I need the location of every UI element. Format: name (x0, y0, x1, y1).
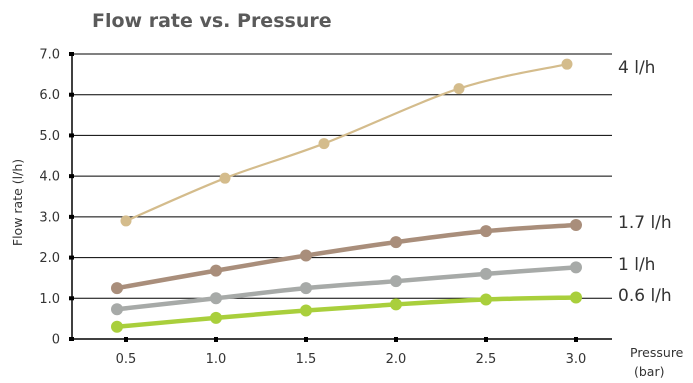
data-point (210, 264, 222, 277)
data-point (219, 172, 231, 184)
data-point (480, 225, 492, 238)
x-tick-mark (574, 337, 578, 342)
x-tick-label: 1.0 (206, 352, 227, 367)
y-tick-label: 5.0 (39, 129, 60, 144)
data-point (210, 292, 222, 305)
data-point (300, 304, 312, 317)
data-point (300, 249, 312, 262)
x-tick-mark (484, 337, 488, 342)
x-tick-label: 1.5 (296, 352, 317, 367)
series-label: 0.6 l/h (618, 286, 672, 306)
y-axis-title: Flow rate (l/h) (10, 159, 25, 246)
series-line (114, 222, 579, 291)
series-line (124, 63, 569, 223)
series-label: 1.7 l/h (618, 213, 672, 233)
chart-title: Flow rate vs. Pressure (92, 10, 332, 32)
y-tick-label: 1.0 (39, 292, 60, 307)
x-axis-title-unit: (bar) (634, 364, 665, 379)
x-tick-label: 2.0 (386, 352, 407, 367)
data-point (300, 282, 312, 295)
series-label: 1 l/h (618, 255, 655, 275)
data-point (561, 58, 573, 70)
data-point (111, 320, 123, 333)
y-tick-label: 4.0 (39, 170, 60, 185)
data-point (453, 83, 465, 95)
series-label: 4 l/h (618, 58, 655, 78)
y-tick-label: 7.0 (39, 48, 60, 63)
data-point (210, 311, 222, 324)
y-tick-label: 6.0 (39, 88, 60, 103)
x-tick-mark (394, 337, 398, 342)
series-line (114, 295, 579, 330)
x-tick-label: 3.0 (566, 352, 587, 367)
x-tick-label: 0.5 (116, 352, 137, 367)
data-point (390, 275, 402, 288)
data-point (318, 138, 330, 150)
data-point (480, 293, 492, 306)
series-line (114, 265, 579, 312)
data-point (120, 215, 132, 227)
data-point (390, 298, 402, 311)
x-tick-mark (214, 337, 218, 342)
data-point (390, 236, 402, 249)
data-point (570, 291, 582, 304)
data-point (480, 267, 492, 280)
data-point (111, 303, 123, 316)
y-tick-label: 2.0 (39, 251, 60, 266)
x-tick-label: 2.5 (476, 352, 497, 367)
data-point (570, 261, 582, 274)
x-tick-mark (124, 337, 128, 342)
data-point (570, 219, 582, 231)
y-tick-label: 0 (52, 333, 60, 348)
x-axis-title: Pressure (630, 345, 684, 360)
x-tick-mark (304, 337, 308, 342)
data-point (111, 282, 123, 295)
y-tick-label: 3.0 (39, 210, 60, 225)
